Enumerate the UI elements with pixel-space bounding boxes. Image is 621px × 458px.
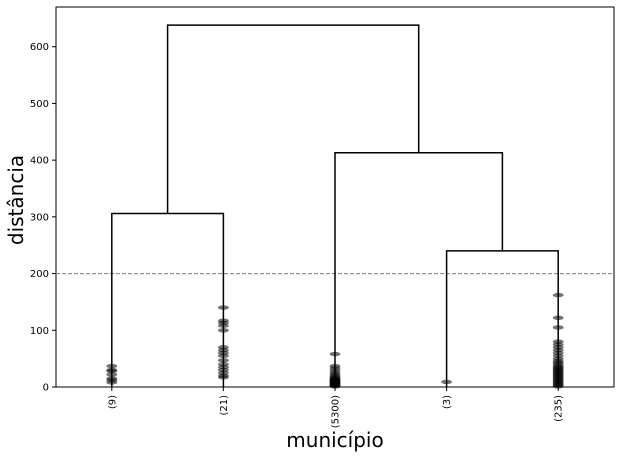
leaf-point: [217, 305, 229, 310]
leaf-point: [329, 351, 341, 357]
leaf-point: [106, 372, 118, 377]
dendrogram-links: [111, 24, 559, 387]
leaf-point: [217, 362, 229, 367]
leaf-label: (5300): [331, 395, 342, 428]
y-tick-label: 300: [30, 212, 49, 223]
y-tick-label: 200: [30, 269, 49, 280]
leaf-label: (235): [554, 395, 565, 422]
leaf-points: [106, 292, 564, 389]
leaf-point: [217, 345, 229, 350]
leaf-label: (3): [442, 395, 453, 409]
leaf-point: [106, 363, 118, 369]
leaf-point: [106, 376, 118, 381]
leaf-point: [552, 292, 564, 298]
y-tick-label: 0: [43, 383, 49, 394]
leaf-point: [217, 318, 229, 323]
leaf-point: [329, 363, 341, 369]
leaf-point: [217, 328, 229, 333]
leaf-point: [552, 315, 564, 321]
y-tick-label: 100: [30, 326, 49, 337]
x-axis-title: município: [286, 428, 383, 452]
leaf-point: [106, 367, 118, 373]
leaf-label: (21): [219, 395, 230, 416]
leaf-label: (9): [107, 395, 118, 409]
leaf-point: [217, 358, 229, 363]
leaf-point: [552, 339, 564, 344]
y-tick-label: 600: [30, 42, 49, 53]
leaf-point: [441, 379, 453, 385]
y-tick-label: 400: [30, 156, 49, 167]
y-tick-label: 500: [30, 99, 49, 110]
leaf-point: [552, 325, 564, 330]
x-axis: (9) (21) (5300) (3) (235): [107, 387, 565, 428]
dendrogram-link: [166, 24, 420, 214]
y-axis-title: distância: [4, 155, 28, 245]
dendrogram-link: [111, 212, 225, 387]
y-axis: 0 100 200 300 400 500 600: [30, 42, 56, 394]
